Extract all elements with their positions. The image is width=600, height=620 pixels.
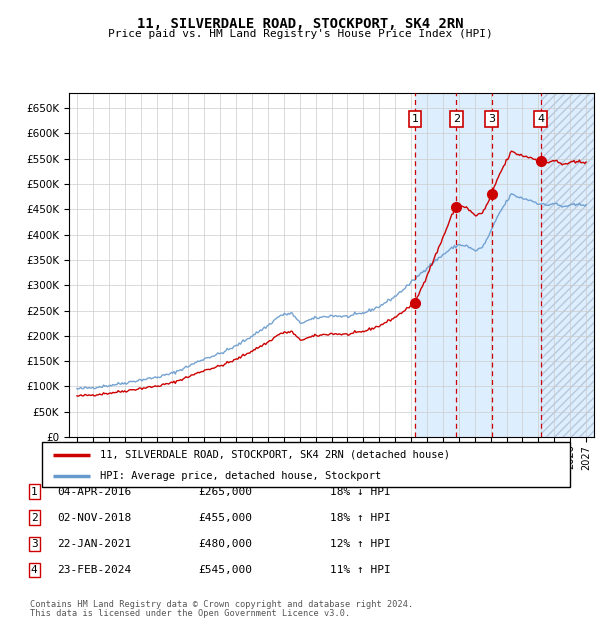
Text: 02-NOV-2018: 02-NOV-2018 bbox=[57, 513, 131, 523]
Text: 2: 2 bbox=[31, 513, 38, 523]
Text: 18% ↓ HPI: 18% ↓ HPI bbox=[330, 487, 391, 497]
Bar bbox=[541, 93, 594, 437]
Text: 23-FEB-2024: 23-FEB-2024 bbox=[57, 565, 131, 575]
Text: 3: 3 bbox=[488, 114, 495, 124]
Text: 04-APR-2016: 04-APR-2016 bbox=[57, 487, 131, 497]
Text: HPI: Average price, detached house, Stockport: HPI: Average price, detached house, Stoc… bbox=[100, 471, 382, 480]
Text: 2: 2 bbox=[452, 114, 460, 124]
Text: 1: 1 bbox=[412, 114, 419, 124]
Text: 18% ↑ HPI: 18% ↑ HPI bbox=[330, 513, 391, 523]
Text: £545,000: £545,000 bbox=[198, 565, 252, 575]
Text: £265,000: £265,000 bbox=[198, 487, 252, 497]
Text: This data is licensed under the Open Government Licence v3.0.: This data is licensed under the Open Gov… bbox=[30, 609, 350, 618]
Text: 1: 1 bbox=[31, 487, 38, 497]
Text: 4: 4 bbox=[537, 114, 544, 124]
Text: 12% ↑ HPI: 12% ↑ HPI bbox=[330, 539, 391, 549]
Text: 22-JAN-2021: 22-JAN-2021 bbox=[57, 539, 131, 549]
Text: 3: 3 bbox=[31, 539, 38, 549]
Text: Price paid vs. HM Land Registry's House Price Index (HPI): Price paid vs. HM Land Registry's House … bbox=[107, 29, 493, 38]
Text: 11, SILVERDALE ROAD, STOCKPORT, SK4 2RN: 11, SILVERDALE ROAD, STOCKPORT, SK4 2RN bbox=[137, 17, 463, 31]
Text: £455,000: £455,000 bbox=[198, 513, 252, 523]
Text: £480,000: £480,000 bbox=[198, 539, 252, 549]
Text: 4: 4 bbox=[31, 565, 38, 575]
Text: 11, SILVERDALE ROAD, STOCKPORT, SK4 2RN (detached house): 11, SILVERDALE ROAD, STOCKPORT, SK4 2RN … bbox=[100, 450, 450, 459]
Bar bbox=[415, 93, 541, 437]
Text: Contains HM Land Registry data © Crown copyright and database right 2024.: Contains HM Land Registry data © Crown c… bbox=[30, 600, 413, 609]
Text: 11% ↑ HPI: 11% ↑ HPI bbox=[330, 565, 391, 575]
